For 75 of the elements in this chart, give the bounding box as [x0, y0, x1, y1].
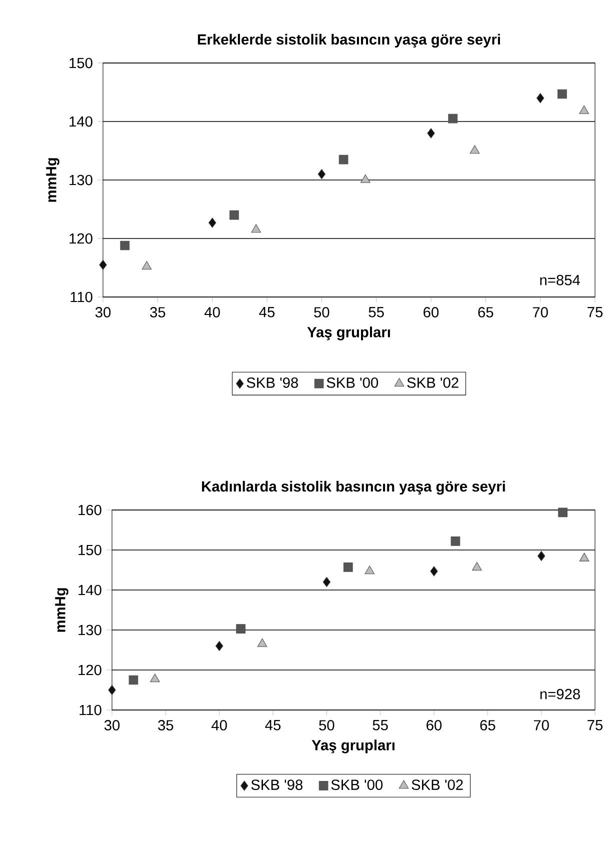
- point: [257, 638, 268, 647]
- point: [208, 218, 216, 228]
- x-tick-label: 60: [424, 307, 439, 318]
- point: [360, 174, 370, 183]
- x-tick-label: 45: [265, 720, 281, 730]
- point: [364, 566, 374, 574]
- y-tick-label: 120: [70, 233, 92, 244]
- point: [427, 128, 435, 138]
- x-tick-label: 55: [372, 720, 388, 730]
- point: [108, 684, 116, 696]
- x-axis-title: Yaş grupları: [312, 740, 394, 754]
- x-tick-label: 40: [204, 307, 220, 318]
- x-tick-label: 35: [158, 720, 174, 730]
- x-tick-label: 30: [104, 720, 120, 730]
- y-tick-label: 140: [78, 584, 102, 596]
- point: [579, 552, 590, 562]
- x-tick-label: 75: [588, 720, 603, 730]
- y-tick-label: 150: [78, 544, 102, 556]
- y-tick-label: 130: [78, 624, 102, 636]
- point: [450, 536, 460, 546]
- point: [251, 224, 261, 233]
- annotation: n=928: [540, 688, 580, 700]
- legend-label: SKB '00: [331, 780, 383, 790]
- y-tick-label: 120: [78, 664, 102, 676]
- point: [343, 562, 353, 572]
- point: [558, 89, 567, 99]
- point: [128, 675, 138, 685]
- annotation: n=854: [540, 274, 580, 286]
- point: [142, 260, 152, 270]
- x-tick-label: 65: [480, 720, 496, 730]
- point: [120, 240, 130, 250]
- point: [579, 105, 589, 114]
- point: [537, 550, 546, 562]
- point: [215, 640, 224, 652]
- chart-title: Erkeklerde sistolik basıncın yaşa göre seyri: [198, 34, 500, 48]
- point: [430, 566, 438, 576]
- point: [236, 624, 246, 634]
- x-tick-label: 35: [150, 307, 166, 318]
- legend-label: SKB '02: [407, 377, 458, 388]
- x-tick-label: 70: [534, 720, 549, 730]
- point: [230, 210, 239, 220]
- point: [318, 169, 326, 180]
- y-axis-title: mmHg: [46, 158, 60, 202]
- point: [99, 260, 107, 270]
- x-tick-label: 50: [319, 720, 334, 730]
- y-tick-label: 110: [80, 704, 102, 716]
- y-axis-title: mmHg: [55, 588, 68, 632]
- legend-label: SKB '02: [412, 780, 463, 790]
- x-tick-label: 55: [368, 307, 384, 318]
- legend-label: SKB '98: [251, 780, 302, 790]
- y-tick-label: 150: [70, 58, 92, 68]
- point: [150, 674, 160, 682]
- point: [338, 154, 348, 164]
- x-tick-label: 70: [532, 307, 548, 318]
- point: [472, 562, 482, 571]
- x-tick-label: 40: [212, 720, 227, 730]
- point: [322, 576, 331, 588]
- point: [470, 145, 480, 154]
- legend-label: SKB '00: [326, 377, 378, 388]
- chart-title: Kadınlarda sistolik basıncın yaşa göre seyri: [202, 480, 505, 495]
- point: [558, 508, 568, 518]
- y-tick-label: 130: [70, 174, 92, 186]
- y-tick-label: 140: [70, 116, 92, 127]
- x-tick-label: 50: [314, 307, 330, 318]
- x-axis-title: Yaş grupları: [307, 326, 390, 340]
- x-tick-label: 45: [259, 307, 275, 318]
- x-tick-label: 65: [478, 307, 494, 318]
- legend-label: SKB '98: [246, 377, 298, 388]
- y-tick-label: 160: [78, 504, 102, 516]
- x-tick-label: 75: [588, 307, 603, 318]
- x-tick-label: 60: [426, 720, 442, 730]
- point: [448, 114, 458, 124]
- point: [536, 93, 544, 104]
- x-tick-label: 30: [95, 307, 111, 318]
- y-tick-label: 110: [70, 292, 92, 302]
